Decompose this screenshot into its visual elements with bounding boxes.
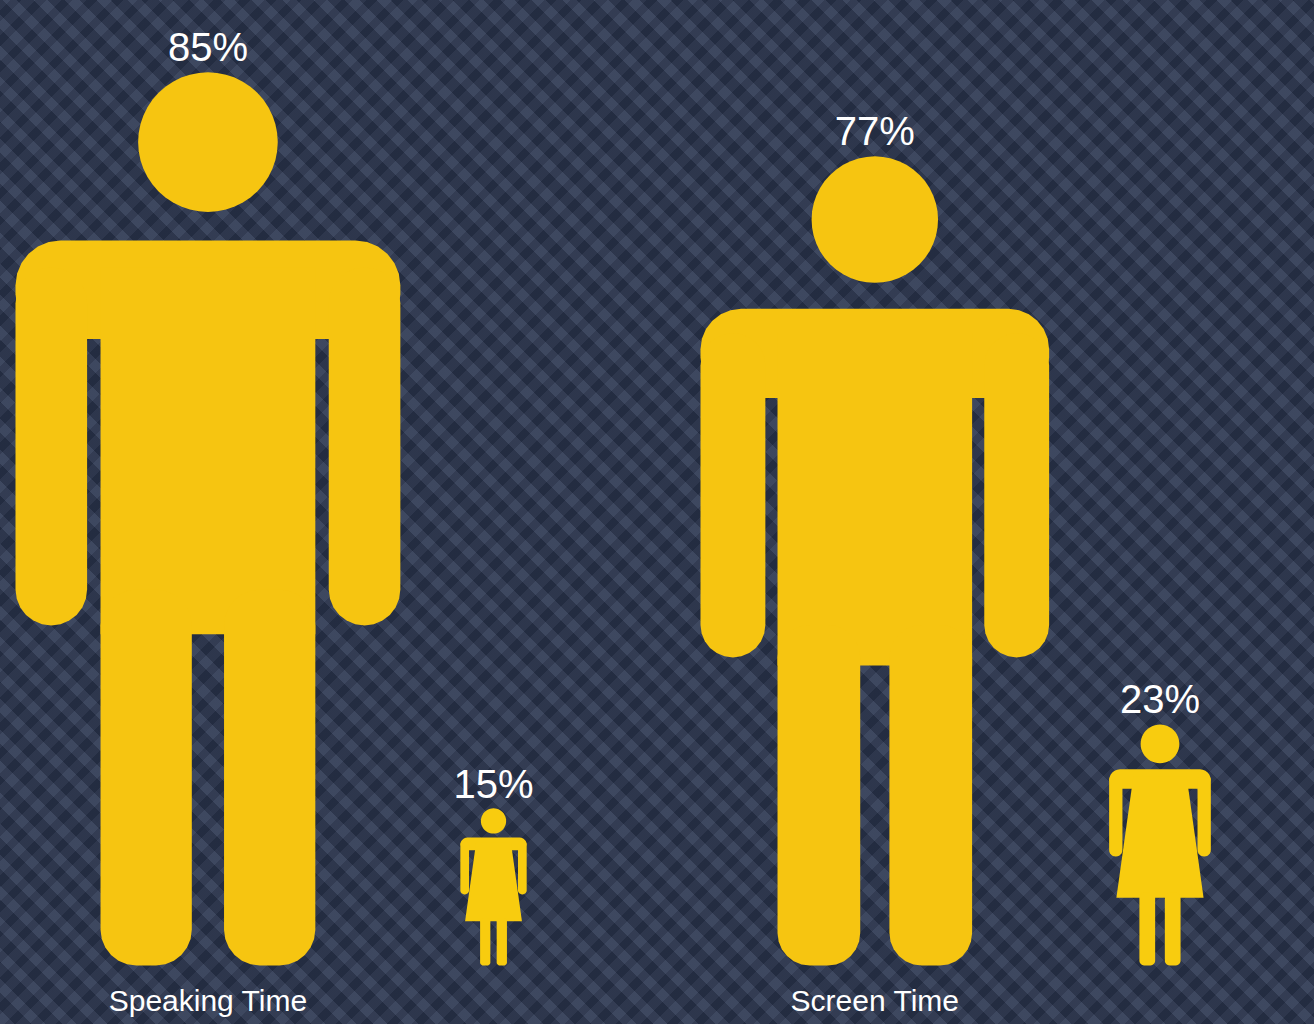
svg-text:23%: 23% — [1120, 677, 1200, 721]
svg-text:Speaking Time: Speaking Time — [109, 984, 307, 1017]
svg-text:15%: 15% — [453, 762, 533, 806]
svg-text:Screen Time: Screen Time — [791, 984, 959, 1017]
svg-text:85%: 85% — [168, 25, 248, 69]
svg-text:77%: 77% — [835, 109, 915, 153]
